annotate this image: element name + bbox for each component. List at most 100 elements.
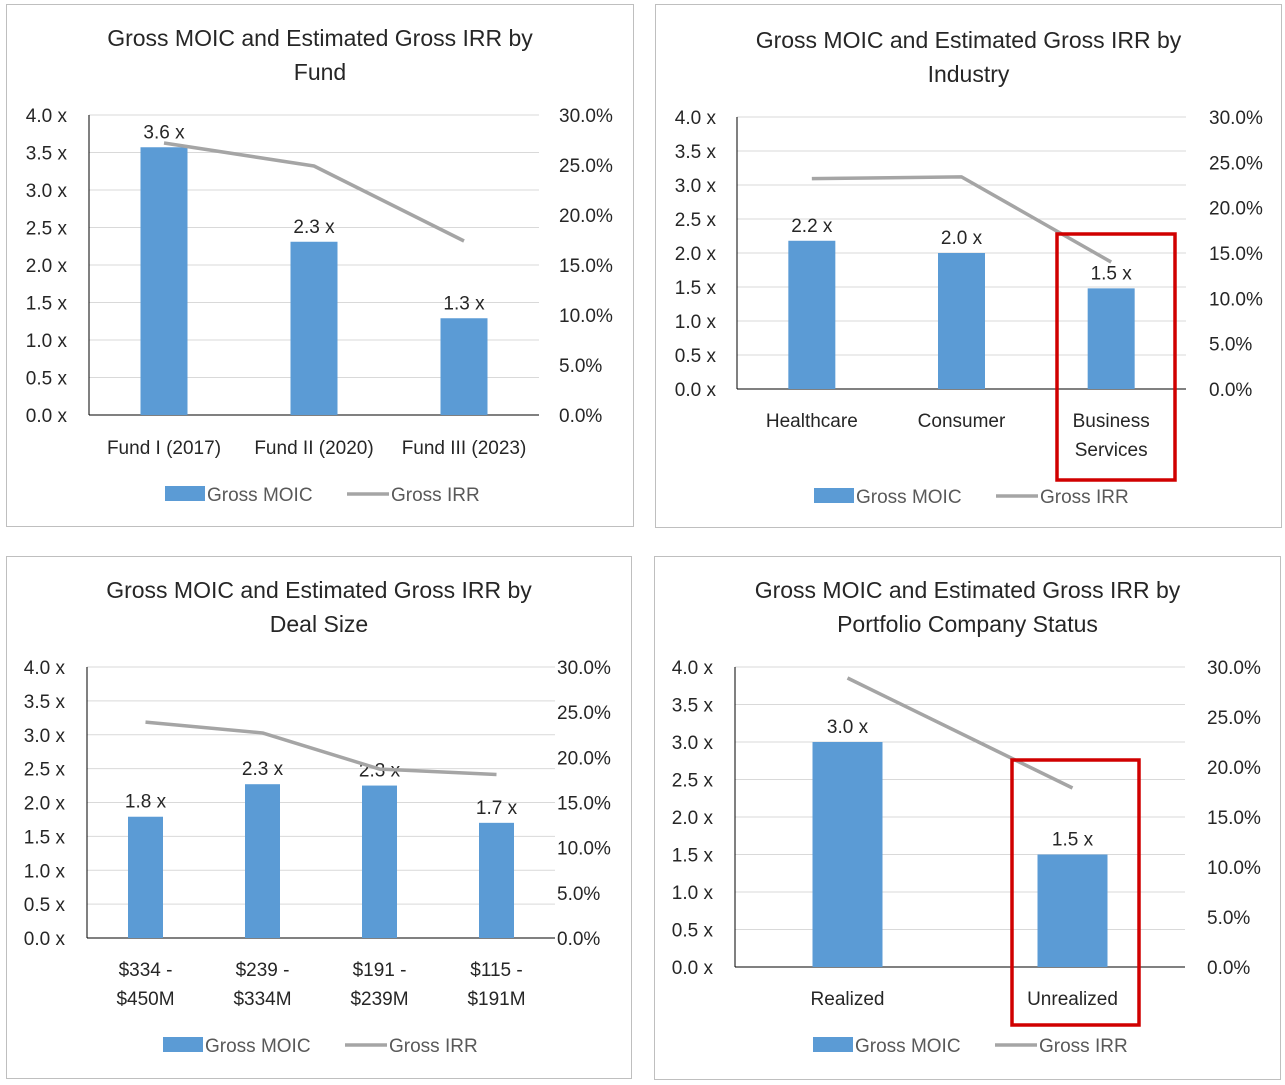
y-tick-label-left: 2.5 x xyxy=(672,771,714,792)
x-category-label: Business xyxy=(1073,411,1150,432)
legend-label-gross-irr: Gross IRR xyxy=(389,1036,478,1057)
data-label-gross-moic: 2.3 x xyxy=(293,217,335,238)
y-tick-label-right: 15.0% xyxy=(1209,244,1263,265)
data-label-gross-moic: 3.0 x xyxy=(827,717,869,738)
y-tick-label-right: 0.0% xyxy=(557,929,600,950)
y-tick-label-right: 25.0% xyxy=(1209,153,1263,174)
y-tick-label-right: 25.0% xyxy=(557,703,611,724)
y-tick-label-right: 30.0% xyxy=(1209,108,1263,129)
y-tick-label-left: 0.5 x xyxy=(672,921,714,942)
y-tick-label-left: 4.0 x xyxy=(24,658,66,679)
y-tick-label-right: 20.0% xyxy=(1209,199,1263,220)
data-label-gross-moic: 1.5 x xyxy=(1091,263,1133,284)
legend-swatch-gross-moic xyxy=(813,1037,853,1052)
y-tick-label-right: 20.0% xyxy=(559,206,613,227)
chart-panel-fund: Gross MOIC and Estimated Gross IRR by Fun… xyxy=(6,4,634,527)
chart-svg-status: Gross MOIC and Estimated Gross IRR by Por… xyxy=(672,577,1261,1057)
y-tick-label-left: 0.0 x xyxy=(672,958,714,979)
y-tick-label-left: 0.0 x xyxy=(26,406,68,427)
x-category-label: Services xyxy=(1075,440,1148,461)
legend-label-gross-moic: Gross MOIC xyxy=(205,1036,311,1057)
y-tick-label-right: 30.0% xyxy=(557,658,611,679)
y-tick-label-left: 1.0 x xyxy=(672,883,714,904)
data-label-gross-moic: 2.3 x xyxy=(242,759,284,780)
y-tick-label-left: 2.0 x xyxy=(26,256,68,277)
y-tick-label-right: 15.0% xyxy=(557,794,611,815)
y-tick-label-left: 1.5 x xyxy=(672,846,714,867)
y-tick-label-right: 0.0% xyxy=(1207,958,1250,979)
y-tick-label-left: 0.5 x xyxy=(24,895,66,916)
data-label-gross-moic: 1.8 x xyxy=(125,792,167,813)
y-tick-label-right: 25.0% xyxy=(559,156,613,177)
bar-gross-moic xyxy=(1037,854,1108,967)
x-category-label: Fund I (2017) xyxy=(107,438,221,459)
y-tick-label-left: 4.0 x xyxy=(672,658,714,679)
y-tick-label-right: 5.0% xyxy=(1209,335,1252,356)
chart-svg-industry: Gross MOIC and Estimated Gross IRR by Ind… xyxy=(675,27,1263,508)
data-label-gross-moic: 3.6 x xyxy=(143,122,185,143)
bar-gross-moic xyxy=(245,784,280,938)
bar-gross-moic xyxy=(812,742,883,967)
y-tick-label-left: 3.0 x xyxy=(675,176,717,197)
x-category-label: Unrealized xyxy=(1027,989,1118,1010)
x-category-label: $239M xyxy=(350,989,408,1010)
y-tick-label-left: 1.5 x xyxy=(26,294,68,315)
y-tick-label-right: 15.0% xyxy=(559,256,613,277)
x-category-label: Fund III (2023) xyxy=(402,438,527,459)
legend-swatch-gross-moic xyxy=(165,486,205,501)
legend-label-gross-moic: Gross MOIC xyxy=(207,485,313,506)
chart-title-line-1: Gross MOIC and Estimated Gross IRR by xyxy=(106,577,532,603)
highlight-box xyxy=(1055,232,1177,482)
y-tick-label-right: 10.0% xyxy=(559,306,613,327)
y-tick-label-right: 20.0% xyxy=(1207,758,1261,779)
y-tick-label-left: 1.0 x xyxy=(26,331,68,352)
y-tick-label-left: 4.0 x xyxy=(26,106,68,127)
chart-title-line-2: Deal Size xyxy=(270,611,368,637)
line-gross-irr xyxy=(145,720,497,777)
y-tick-label-left: 2.5 x xyxy=(24,760,66,781)
y-tick-label-right: 5.0% xyxy=(557,884,600,905)
y-tick-label-left: 1.5 x xyxy=(24,827,66,848)
legend-label-gross-moic: Gross MOIC xyxy=(856,487,962,508)
y-tick-label-left: 3.5 x xyxy=(672,696,714,717)
bar-gross-moic xyxy=(938,253,985,389)
chart-panel-industry: Gross MOIC and Estimated Gross IRR by Ind… xyxy=(655,4,1282,528)
bar-gross-moic xyxy=(1087,288,1135,389)
y-tick-label-left: 2.0 x xyxy=(675,244,717,265)
chart-svg-deal-size: Gross MOIC and Estimated Gross IRR by Dea… xyxy=(24,577,611,1057)
y-tick-label-left: 0.5 x xyxy=(26,369,68,390)
x-category-label: $239 - xyxy=(236,960,290,981)
data-label-gross-moic: 2.2 x xyxy=(791,216,833,237)
y-tick-label-left: 3.0 x xyxy=(672,733,714,754)
x-category-label: $191M xyxy=(467,989,525,1010)
bar-gross-moic xyxy=(788,240,836,389)
y-tick-label-left: 2.0 x xyxy=(24,794,66,815)
chart-title-line-1: Gross MOIC and Estimated Gross IRR by xyxy=(756,27,1182,53)
legend-label-gross-irr: Gross IRR xyxy=(1040,487,1129,508)
y-tick-label-left: 1.0 x xyxy=(675,312,717,333)
y-tick-label-left: 4.0 x xyxy=(675,108,717,129)
y-tick-label-right: 30.0% xyxy=(559,106,613,127)
data-label-gross-moic: 1.7 x xyxy=(476,798,518,819)
y-tick-label-left: 3.5 x xyxy=(675,142,717,163)
chart-title-line-1: Gross MOIC and Estimated Gross IRR by xyxy=(755,577,1181,603)
y-tick-label-left: 0.0 x xyxy=(675,380,717,401)
y-tick-label-right: 10.0% xyxy=(1209,289,1263,310)
y-tick-label-left: 2.5 x xyxy=(675,210,717,231)
bar-gross-moic xyxy=(479,822,514,938)
x-category-label: $334M xyxy=(233,989,291,1010)
chart-title-line-2: Fund xyxy=(294,59,346,85)
legend-swatch-gross-moic xyxy=(814,488,854,503)
x-category-label: Realized xyxy=(811,989,885,1010)
y-tick-label-left: 0.0 x xyxy=(24,929,66,950)
y-tick-label-left: 3.0 x xyxy=(24,726,66,747)
chart-title-line-2: Industry xyxy=(928,61,1010,87)
chart-title-line-2: Portfolio Company Status xyxy=(837,611,1098,637)
y-tick-label-left: 1.5 x xyxy=(675,278,717,299)
bar-gross-moic xyxy=(128,816,163,938)
y-tick-label-left: 2.5 x xyxy=(26,219,68,240)
y-tick-label-left: 3.5 x xyxy=(24,692,66,713)
x-category-label: Consumer xyxy=(918,411,1006,432)
data-label-gross-moic: 1.5 x xyxy=(1052,830,1094,851)
chart-svg-fund: Gross MOIC and Estimated Gross IRR by Fun… xyxy=(26,25,613,506)
